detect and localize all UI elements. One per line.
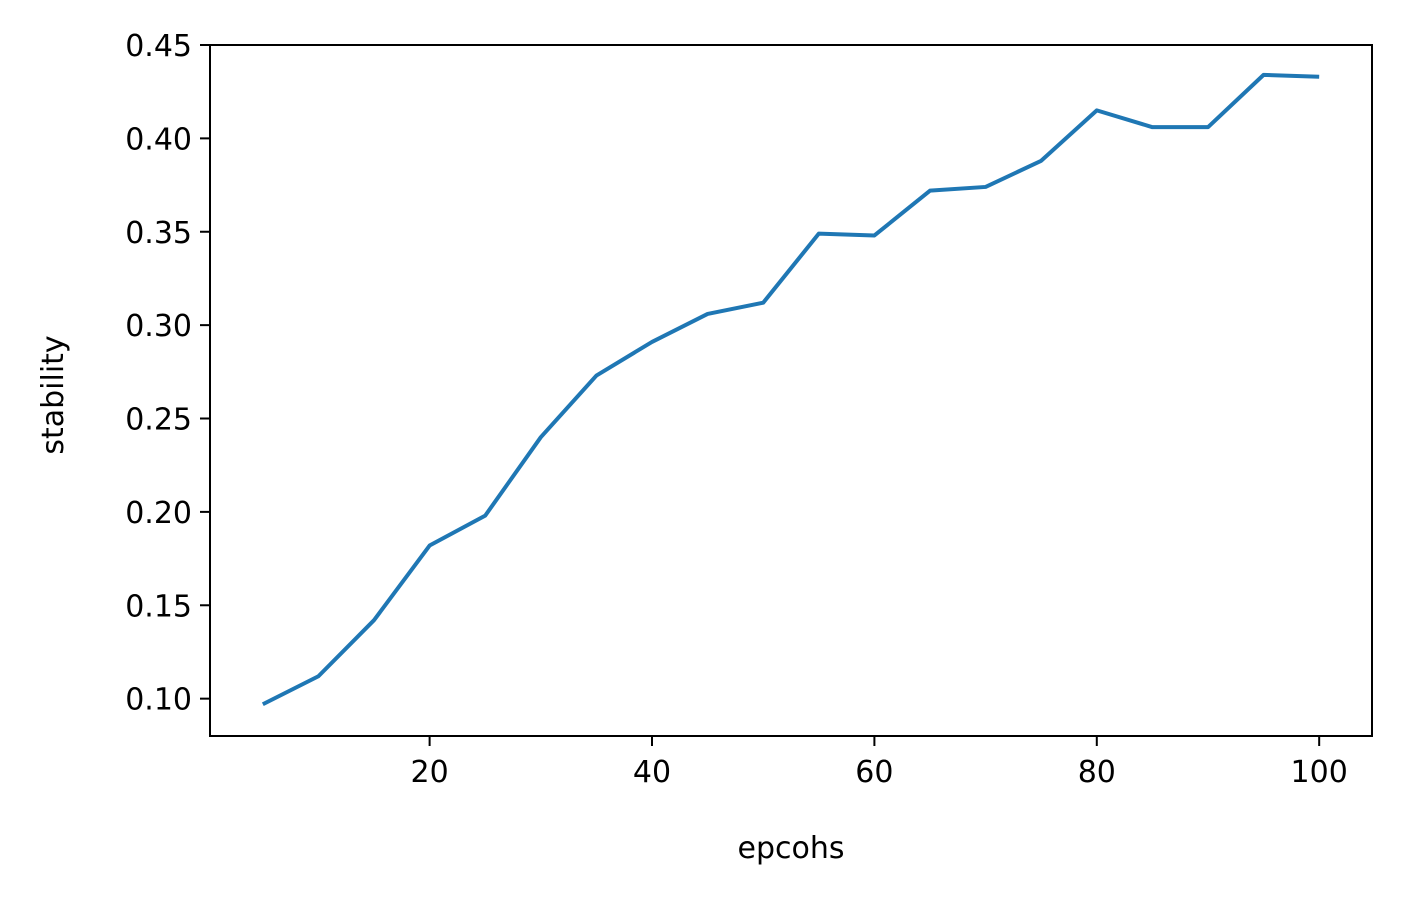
x-axis-label: epcohs [738, 831, 845, 866]
y-axis-label: stability [36, 335, 71, 454]
y-tick-label: 0.15 [125, 589, 192, 624]
y-tick-label: 0.10 [125, 683, 192, 718]
x-tick-label: 20 [411, 755, 449, 790]
y-tick-label: 0.45 [125, 29, 192, 64]
y-tick-label: 0.35 [125, 216, 192, 251]
y-tick-label: 0.40 [125, 122, 192, 157]
y-tick-label: 0.20 [125, 496, 192, 531]
series-line [261, 72, 1320, 707]
plot-frame [209, 44, 1373, 737]
x-axis-ticks: 20 40 60 80 100 [411, 736, 1348, 790]
x-tick-label: 40 [633, 755, 671, 790]
x-tick-label: 60 [855, 755, 893, 790]
y-tick-label: 0.30 [125, 309, 192, 344]
x-tick-label: 80 [1078, 755, 1116, 790]
y-axis-ticks: 0.10 0.15 0.20 0.25 0.30 0.35 0.40 0.45 [125, 29, 210, 718]
y-tick-label: 0.25 [125, 403, 192, 438]
x-tick-label: 100 [1291, 755, 1348, 790]
plot-area [210, 45, 1372, 736]
series-layer [261, 72, 1320, 707]
